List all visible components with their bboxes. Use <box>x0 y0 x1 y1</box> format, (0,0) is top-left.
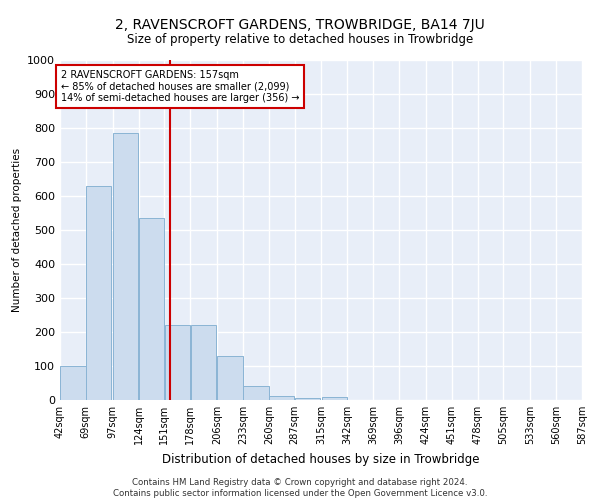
Text: Size of property relative to detached houses in Trowbridge: Size of property relative to detached ho… <box>127 32 473 46</box>
Bar <box>243 386 269 400</box>
Text: 2 RAVENSCROFT GARDENS: 157sqm
← 85% of detached houses are smaller (2,099)
14% o: 2 RAVENSCROFT GARDENS: 157sqm ← 85% of d… <box>61 70 299 102</box>
Bar <box>60 366 86 400</box>
X-axis label: Distribution of detached houses by size in Trowbridge: Distribution of detached houses by size … <box>162 452 480 466</box>
Text: Contains HM Land Registry data © Crown copyright and database right 2024.
Contai: Contains HM Land Registry data © Crown c… <box>113 478 487 498</box>
Bar <box>295 398 320 400</box>
Bar <box>269 396 295 400</box>
Bar <box>164 325 190 400</box>
Bar <box>113 133 139 400</box>
Y-axis label: Number of detached properties: Number of detached properties <box>11 148 22 312</box>
Text: 2, RAVENSCROFT GARDENS, TROWBRIDGE, BA14 7JU: 2, RAVENSCROFT GARDENS, TROWBRIDGE, BA14… <box>115 18 485 32</box>
Bar <box>86 186 112 400</box>
Bar <box>191 325 216 400</box>
Bar <box>139 218 164 400</box>
Bar <box>217 356 243 400</box>
Bar <box>322 396 347 400</box>
